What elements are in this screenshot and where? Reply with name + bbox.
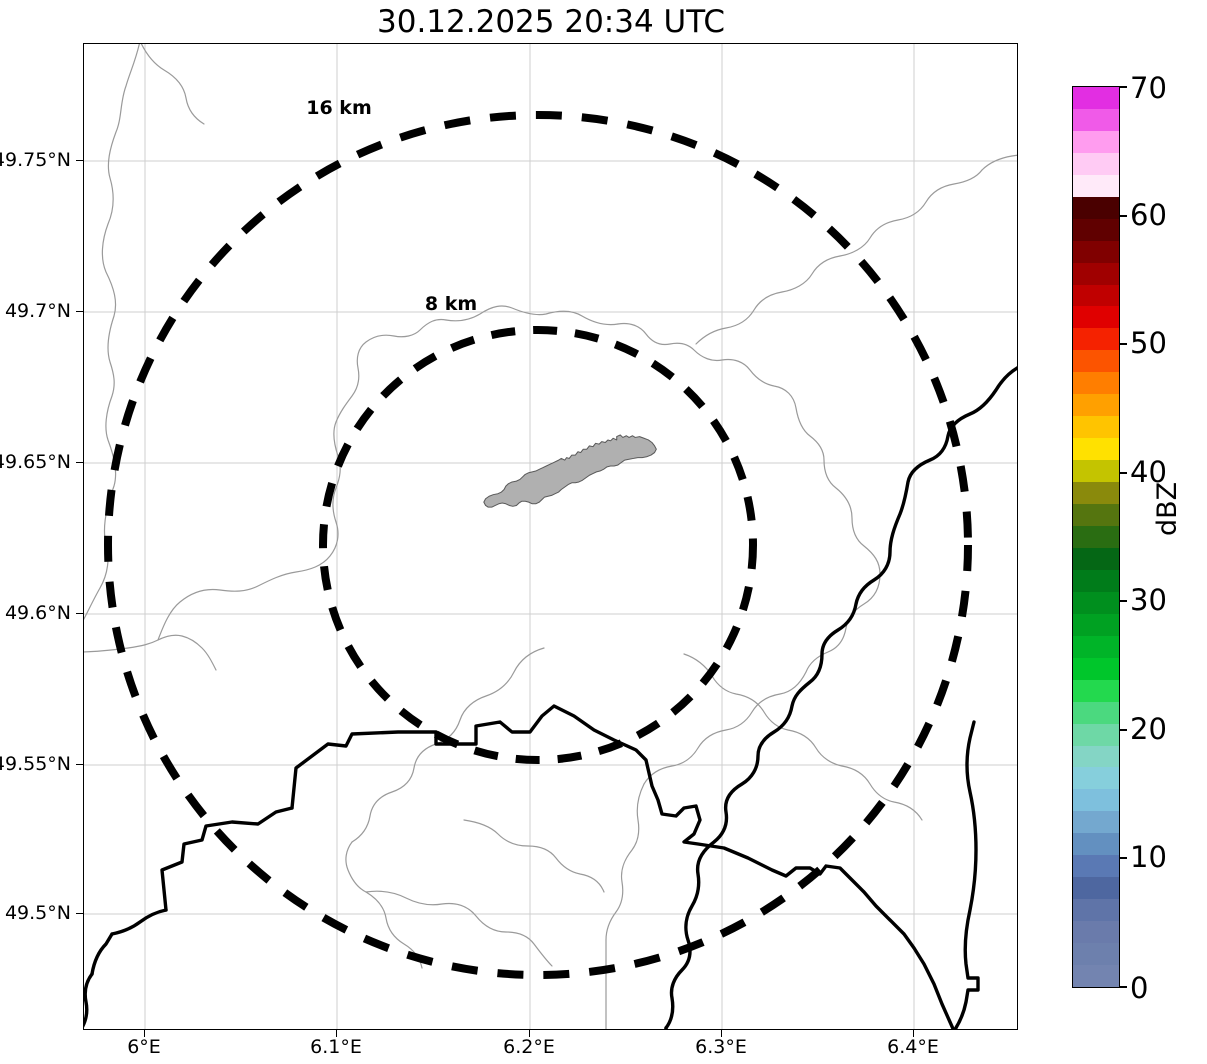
colorbar[interactable]	[1072, 86, 1120, 988]
y-axis-tick-label: 49.75°N	[0, 149, 71, 171]
x-axis-tick-label: 6.2°E	[503, 1036, 555, 1058]
colorbar-band	[1073, 306, 1119, 329]
colorbar-band	[1073, 262, 1119, 285]
colorbar-tick-label: 70	[1130, 71, 1167, 105]
colorbar-band	[1073, 701, 1119, 724]
y-tick-mark	[76, 764, 83, 766]
colorbar-band	[1073, 130, 1119, 153]
colorbar-tick	[1119, 215, 1127, 217]
admin-boundaries	[84, 44, 1017, 1029]
colorbar-band	[1073, 591, 1119, 614]
colorbar-tick	[1119, 472, 1127, 474]
colorbar-band	[1073, 657, 1119, 680]
colorbar-band	[1073, 416, 1119, 439]
colorbar-band	[1073, 284, 1119, 307]
colorbar-band	[1073, 174, 1119, 197]
grid-lines	[84, 44, 1017, 1029]
x-tick-mark	[144, 1030, 146, 1037]
colorbar-band	[1073, 811, 1119, 834]
colorbar-tick	[1119, 986, 1127, 988]
map-canvas	[84, 44, 1017, 1029]
colorbar-band	[1073, 965, 1119, 987]
colorbar-band	[1073, 328, 1119, 351]
colorbar-tick	[1119, 86, 1127, 88]
colorbar-tick	[1119, 729, 1127, 731]
y-axis-tick-label: 49.65°N	[0, 451, 71, 473]
colorbar-tick	[1119, 857, 1127, 859]
x-axis-tick-label: 6.1°E	[310, 1036, 362, 1058]
colorbar-band	[1073, 723, 1119, 746]
colorbar-band	[1073, 350, 1119, 373]
colorbar-band	[1073, 679, 1119, 702]
y-axis-tick-label: 49.55°N	[0, 753, 71, 775]
colorbar-band	[1073, 833, 1119, 856]
colorbar-band	[1073, 152, 1119, 175]
colorbar-band	[1073, 482, 1119, 505]
range-ring-label-16km: 16 km	[306, 97, 372, 119]
y-tick-mark	[76, 913, 83, 915]
colorbar-tick-label: 60	[1130, 198, 1167, 232]
x-axis-tick-label: 6.3°E	[695, 1036, 747, 1058]
colorbar-tick-label: 50	[1130, 326, 1167, 360]
y-axis-tick-label: 49.7°N	[4, 300, 71, 322]
colorbar-band	[1073, 240, 1119, 263]
x-axis-tick-label: 6°E	[127, 1036, 161, 1058]
colorbar-axis-label: dBZ	[1152, 481, 1183, 536]
colorbar-band	[1073, 877, 1119, 900]
colorbar-band	[1073, 504, 1119, 526]
colorbar-band	[1073, 635, 1119, 658]
colorbar-tick	[1119, 343, 1127, 345]
colorbar-band	[1073, 196, 1119, 219]
colorbar-band	[1073, 438, 1119, 461]
map-panel[interactable]: 16 km 8 km	[83, 43, 1018, 1030]
national-borders	[84, 366, 1017, 1029]
luxembourg-city-polygon	[483, 434, 657, 508]
colorbar-tick-label: 10	[1130, 840, 1167, 874]
colorbar-band	[1073, 745, 1119, 768]
colorbar-band	[1073, 547, 1119, 570]
range-ring-label-8km: 8 km	[424, 293, 478, 315]
x-tick-mark	[529, 1030, 531, 1037]
page-title: 30.12.2025 20:34 UTC	[377, 4, 725, 40]
colorbar-band	[1073, 525, 1119, 548]
colorbar-band	[1073, 460, 1119, 483]
range-rings	[104, 111, 972, 979]
y-tick-mark	[76, 160, 83, 162]
colorbar-band	[1073, 855, 1119, 878]
y-tick-mark	[76, 613, 83, 615]
y-axis-tick-label: 49.5°N	[4, 902, 71, 924]
colorbar-band	[1073, 613, 1119, 636]
x-axis-tick-label: 6.4°E	[887, 1036, 939, 1058]
colorbar-band	[1073, 569, 1119, 592]
colorbar-band	[1073, 921, 1119, 944]
range-ring-8km	[319, 326, 757, 764]
colorbar-tick-label: 30	[1130, 583, 1167, 617]
x-tick-mark	[336, 1030, 338, 1037]
colorbar-tick-label: 20	[1130, 712, 1167, 746]
colorbar-band	[1073, 372, 1119, 395]
colorbar-tick-label: 0	[1130, 971, 1149, 1005]
colorbar-band	[1073, 767, 1119, 790]
colorbar-band	[1073, 86, 1119, 109]
y-axis-tick-label: 49.6°N	[4, 602, 71, 624]
x-tick-mark	[721, 1030, 723, 1037]
range-ring-16km	[104, 111, 972, 979]
colorbar-band	[1073, 108, 1119, 131]
x-tick-mark	[913, 1030, 915, 1037]
colorbar-band	[1073, 218, 1119, 241]
colorbar-tick-label: 40	[1130, 455, 1167, 489]
colorbar-band	[1073, 789, 1119, 812]
y-tick-mark	[76, 311, 83, 313]
colorbar-tick	[1119, 600, 1127, 602]
colorbar-band	[1073, 394, 1119, 417]
colorbar-band	[1073, 899, 1119, 922]
y-tick-mark	[76, 462, 83, 464]
colorbar-band	[1073, 943, 1119, 966]
